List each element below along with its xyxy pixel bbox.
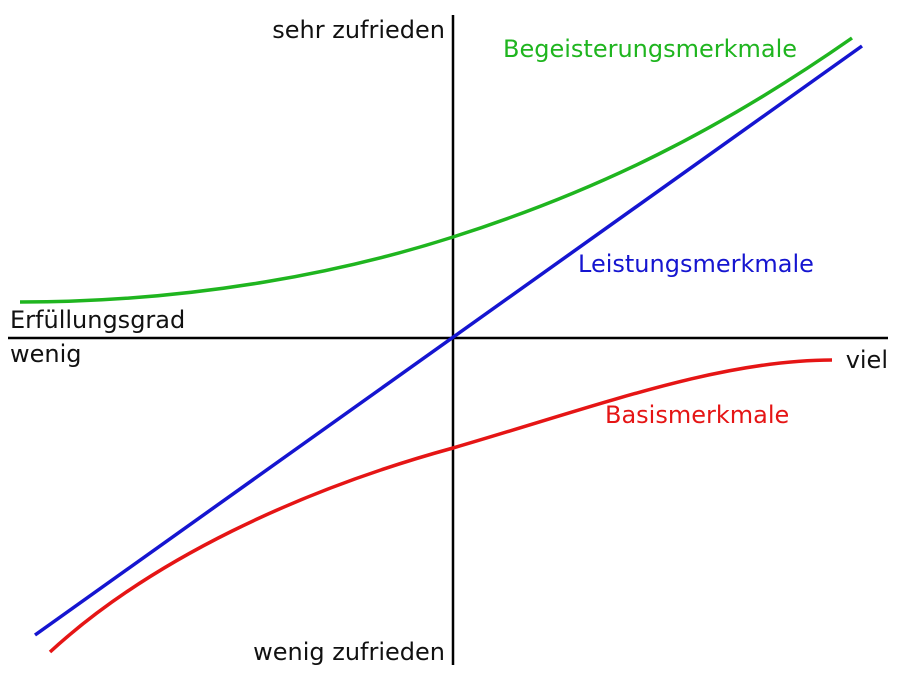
y-top-label: sehr zufrieden (272, 16, 445, 44)
curve-label: Basismerkmale (605, 401, 789, 429)
curve-label: Begeisterungsmerkmale (503, 35, 797, 63)
x-title: Erfüllungsgrad (10, 306, 185, 334)
curve-label: Leistungsmerkmale (578, 250, 814, 278)
x-right-label: viel (846, 346, 888, 374)
performance-line (33, 44, 864, 637)
excitement-curve (19, 36, 854, 304)
x-left-label: wenig (10, 340, 82, 368)
y-bottom-label: wenig zufrieden (253, 638, 445, 666)
basic-curve (48, 358, 833, 654)
